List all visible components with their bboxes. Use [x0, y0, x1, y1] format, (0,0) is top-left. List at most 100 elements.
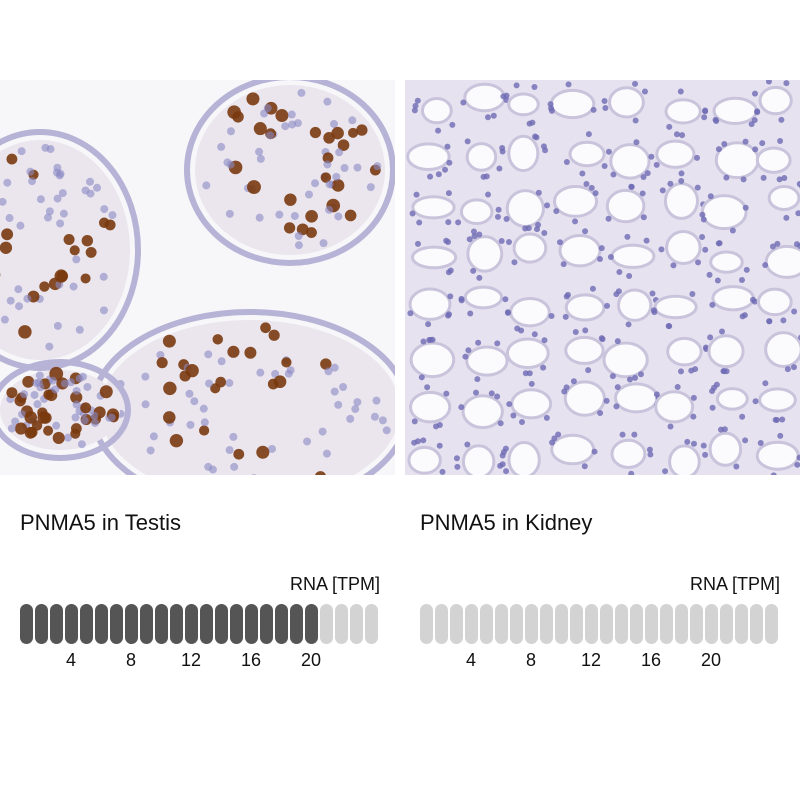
rna-segment [765, 604, 778, 644]
stained-nucleus [81, 235, 94, 247]
stained-nucleus [215, 376, 227, 388]
nucleus [667, 180, 674, 187]
tubule-lumen [709, 250, 744, 274]
nucleus [66, 378, 75, 387]
nucleus [718, 426, 725, 433]
nucleus [100, 205, 109, 214]
nucleus [18, 410, 27, 419]
nucleus [449, 121, 456, 128]
rna-segment [660, 604, 673, 644]
tubule-lumen [756, 287, 793, 317]
nucleus [281, 122, 290, 131]
nucleus [776, 176, 783, 183]
nucleus [23, 294, 32, 303]
stained-nucleus [305, 209, 318, 223]
nucleus [230, 462, 239, 471]
nucleus [519, 418, 526, 425]
nucleus [48, 376, 57, 385]
nucleus [541, 229, 548, 236]
rna-segment [735, 604, 748, 644]
nucleus [446, 159, 453, 166]
nucleus [72, 400, 81, 409]
tick-label: 4 [465, 650, 477, 670]
nucleus [77, 440, 86, 449]
rna-segment [585, 604, 598, 644]
nucleus [149, 432, 158, 441]
nucleus [53, 321, 62, 330]
nucleus [465, 347, 472, 354]
nucleus [534, 226, 541, 233]
nucleus [5, 214, 14, 223]
rna-segment [510, 604, 523, 644]
nucleus [319, 239, 328, 248]
nucleus [693, 154, 700, 161]
nucleus [700, 216, 707, 223]
nucleus [108, 211, 117, 220]
nucleus [590, 106, 597, 113]
nucleus [585, 131, 592, 138]
nucleus [0, 197, 7, 206]
nucleus [411, 439, 418, 446]
nucleus [346, 414, 355, 423]
nucleus [266, 131, 275, 140]
tubule-lumen [613, 382, 659, 414]
nucleus [649, 290, 656, 297]
nucleus [63, 433, 72, 442]
nucleus [605, 215, 612, 222]
stained-nucleus [24, 411, 38, 424]
nucleus [146, 446, 155, 455]
nucleus [45, 207, 54, 216]
nucleus [707, 193, 714, 200]
nucleus [427, 173, 434, 180]
nucleus [490, 112, 497, 119]
rna-segment [570, 604, 583, 644]
nucleus [99, 306, 108, 315]
nucleus [505, 238, 512, 245]
nucleus [659, 187, 666, 194]
nucleus [640, 214, 647, 221]
nucleus [795, 210, 800, 217]
nucleus [426, 337, 433, 344]
nucleus [553, 208, 560, 215]
tubule-lumen [461, 444, 496, 475]
nucleus [467, 310, 474, 317]
rna-segment [230, 604, 243, 644]
stained-nucleus [315, 471, 326, 475]
tubule-lumen [408, 287, 452, 321]
kidney-title: PNMA5 in Kidney [420, 510, 593, 535]
rna-segment [435, 604, 448, 644]
tubule-lumen [564, 335, 605, 365]
nucleus [330, 119, 339, 128]
stained-nucleus [281, 357, 292, 368]
nucleus [549, 439, 556, 446]
nucleus [742, 437, 749, 444]
nucleus [598, 335, 605, 342]
nucleus [598, 245, 605, 252]
nucleus [701, 114, 708, 121]
stained-nucleus [244, 346, 257, 359]
rna-segment [95, 604, 108, 644]
nucleus [263, 104, 272, 113]
nucleus [225, 209, 234, 218]
stained-nucleus [283, 222, 296, 234]
nucleus [382, 426, 391, 435]
stained-nucleus [39, 281, 50, 292]
nucleus [90, 411, 99, 420]
nucleus [643, 237, 650, 244]
nucleus [443, 237, 450, 244]
testis-tissue-image [0, 80, 395, 475]
nucleus [433, 423, 440, 430]
nucleus [372, 396, 381, 405]
nucleus [626, 376, 633, 383]
stained-nucleus [320, 172, 332, 183]
nucleus [53, 163, 62, 172]
stained-nucleus [156, 357, 168, 369]
nucleus [323, 97, 332, 106]
nucleus [458, 295, 465, 302]
rna-segment [290, 604, 303, 644]
nucleus [185, 389, 194, 398]
nucleus [716, 240, 723, 247]
nucleus [694, 184, 701, 191]
nucleus [41, 143, 50, 152]
nucleus [284, 369, 293, 378]
